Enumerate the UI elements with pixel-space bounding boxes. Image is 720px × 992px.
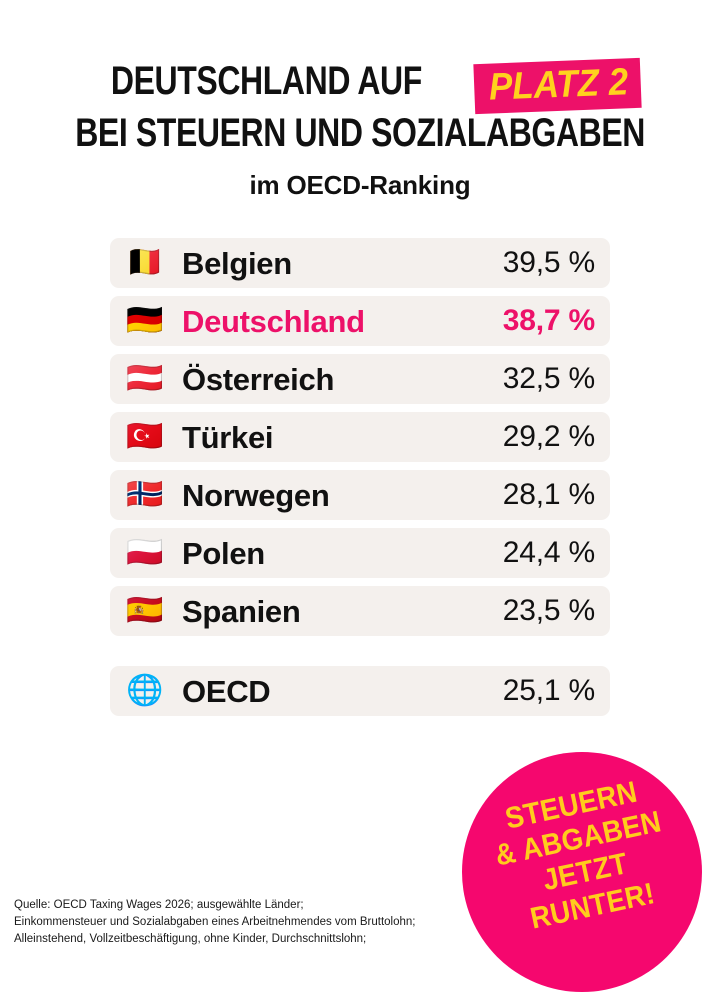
table-row: 🇵🇱 Polen 24,4 %	[110, 528, 610, 578]
source-line-3: Alleinstehend, Vollzeitbeschäftigung, oh…	[14, 933, 367, 946]
country-value: 25,1 %	[502, 674, 595, 707]
country-value: 38,7 %	[502, 304, 595, 337]
page-title-line-1: DEUTSCHLAND AUF	[110, 59, 422, 103]
country-label: Österreich	[182, 361, 335, 397]
country-value: 32,5 %	[502, 362, 595, 395]
source-line-1: Quelle: OECD Taxing Wages 2026; ausgewäh…	[14, 899, 304, 911]
table-row-oecd-average: 🌐 OECD 25,1 %	[110, 666, 610, 716]
country-label: Deutschland	[182, 303, 365, 339]
source-line-2: Einkommensteuer und Sozialabgaben eines …	[14, 916, 416, 929]
flag-turkey-icon: 🇹🇷	[126, 420, 164, 453]
country-value: 24,4 %	[502, 536, 595, 569]
flag-spain-icon: 🇪🇸	[126, 594, 164, 627]
table-row: 🇧🇪 Belgien 39,5 %	[110, 238, 610, 288]
country-label: Türkei	[182, 419, 274, 455]
flag-germany-icon: 🇩🇪	[126, 304, 164, 337]
header: DEUTSCHLAND AUF PLATZ 2 BEI STEUERN UND S…	[0, 0, 720, 201]
call-to-action-sticker: STEUERN & ABGABEN JETZT RUNTER!	[462, 752, 702, 992]
country-value: 29,2 %	[502, 420, 595, 453]
country-label: Belgien	[182, 245, 292, 281]
ranking-list: 🇧🇪 Belgien 39,5 % 🇩🇪 Deutschland 38,7 % …	[110, 238, 610, 724]
flag-norway-icon: 🇳🇴	[126, 478, 164, 511]
table-row: 🇹🇷 Türkei 29,2 %	[110, 412, 610, 462]
flag-poland-icon: 🇵🇱	[126, 536, 164, 569]
globe-icon: 🌐	[126, 674, 164, 707]
page-subtitle: im OECD-Ranking	[249, 170, 471, 200]
table-row: 🇪🇸 Spanien 23,5 %	[110, 586, 610, 636]
flag-belgium-icon: 🇧🇪	[126, 246, 164, 279]
page-title-line-2: BEI STEUERN UND SOZIALABGABEN	[75, 111, 645, 155]
flag-austria-icon: 🇦🇹	[126, 362, 164, 395]
source-note: Quelle: OECD Taxing Wages 2026; ausgewäh…	[14, 897, 415, 948]
country-value: 39,5 %	[502, 246, 595, 279]
country-value: 28,1 %	[502, 478, 595, 511]
table-row-highlighted: 🇩🇪 Deutschland 38,7 %	[110, 296, 610, 346]
title-line-1-wrapper: DEUTSCHLAND AUF PLATZ 2	[0, 57, 720, 115]
country-label: Spanien	[182, 593, 301, 629]
title-line-2-wrapper: BEI STEUERN UND SOZIALABGABEN	[0, 108, 720, 153]
table-row: 🇳🇴 Norwegen 28,1 %	[110, 470, 610, 520]
table-row: 🇦🇹 Österreich 32,5 %	[110, 354, 610, 404]
rank-badge: PLATZ 2	[473, 57, 642, 115]
country-label: Polen	[182, 535, 265, 571]
country-value: 23,5 %	[502, 594, 595, 627]
country-label: OECD	[182, 673, 271, 709]
sticker-text: STEUERN & ABGABEN JETZT RUNTER!	[462, 765, 702, 949]
country-label: Norwegen	[182, 477, 330, 513]
